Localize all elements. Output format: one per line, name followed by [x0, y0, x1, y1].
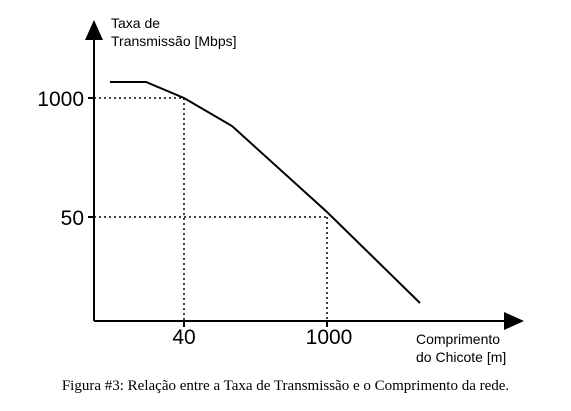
x-axis-arrow [504, 312, 524, 330]
x-axis-label-line-2: do Chicote [m] [416, 349, 506, 365]
rate-curve [110, 81, 421, 304]
y-axis-label-line-1: Taxa de [111, 15, 160, 31]
x-tick-label-40: 40 [172, 326, 195, 349]
y-tick-label-50: 50 [61, 207, 84, 230]
x-tick-label-1000: 1000 [306, 326, 353, 349]
figure-caption: Figura #3: Relação entre a Taxa de Trans… [61, 378, 510, 394]
x-axis-label-line-1: Comprimento [416, 331, 500, 347]
y-tick-label-1000: 1000 [37, 88, 84, 111]
y-axis-arrow [85, 20, 103, 40]
y-axis-label-line-2: Transmissão [Mbps] [111, 33, 237, 49]
